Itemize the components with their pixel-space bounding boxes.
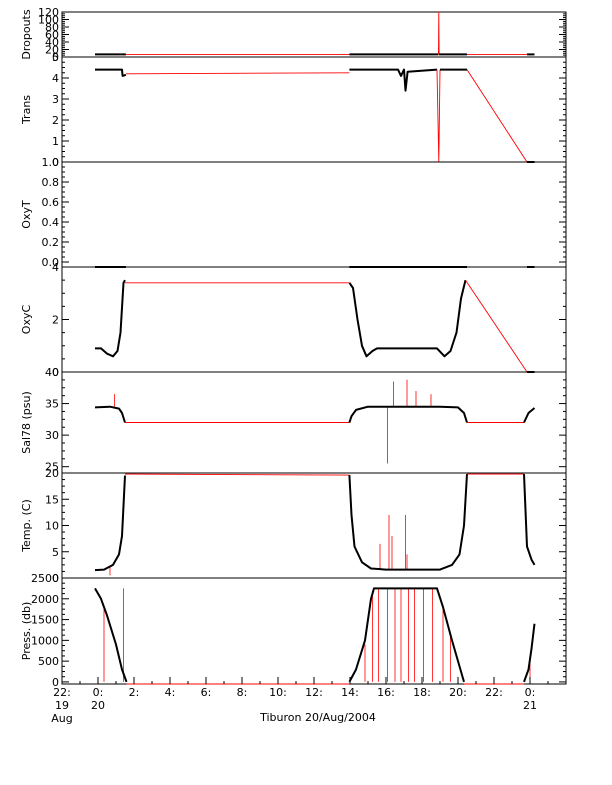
data-trace <box>349 68 438 92</box>
y-tick-label: 0 <box>52 51 59 64</box>
data-trace <box>94 405 126 423</box>
y-tick-label: 60 <box>45 29 59 42</box>
y-axis-label: Sal78 (psu) <box>20 391 33 454</box>
y-tick-label: 20 <box>45 44 59 57</box>
panel-temp-c: 0 5 10 15 20 Temp. (C) <box>20 467 567 585</box>
y-tick-label: 15 <box>45 493 59 506</box>
x-tick-label: 18: <box>413 686 431 699</box>
y-axis-label: OxyC <box>20 305 33 335</box>
y-axis-label: Trans <box>20 95 33 125</box>
footer-title: Tiburon 20/Aug/2004 <box>259 711 376 724</box>
y-tick-label: 0 <box>52 156 59 169</box>
x-tick-label: 6: <box>201 686 212 699</box>
y-tick-label: 0.4 <box>42 216 60 229</box>
x-tick-label: 0: <box>93 686 104 699</box>
data-trace <box>523 407 536 423</box>
data-trace <box>523 623 536 683</box>
y-tick-label: 0.6 <box>42 196 60 209</box>
y-tick-label: 2000 <box>31 593 59 606</box>
x-tick-label: Aug <box>51 712 72 725</box>
data-trace <box>94 587 128 683</box>
y-tick-label: 0.8 <box>42 176 60 189</box>
y-tick-label: 0.0 <box>42 256 60 269</box>
y-tick-label: 500 <box>38 655 59 668</box>
y-tick-label: 2500 <box>31 572 59 585</box>
x-tick-label: 8: <box>237 686 248 699</box>
y-tick-label: 80 <box>45 21 59 34</box>
y-tick-label: 25 <box>45 461 59 474</box>
y-tick-label: 120 <box>38 6 59 19</box>
x-tick-label: 2: <box>129 686 140 699</box>
y-axis-label: Temp. (C) <box>20 499 33 553</box>
y-tick-label: 30 <box>45 429 59 442</box>
data-trace <box>95 279 126 358</box>
x-tick-label: 22: <box>53 686 71 699</box>
panel-sal78-psu: 25 30 35 40 Sal78 (psu) <box>20 366 567 474</box>
y-tick-label: 100 <box>38 14 59 27</box>
y-tick-label: 2 <box>52 114 59 127</box>
y-tick-label: 20 <box>45 467 59 480</box>
y-tick-label: 40 <box>45 36 59 49</box>
panel-frame <box>61 577 567 685</box>
y-tick-label: 5 <box>52 546 59 559</box>
data-trace <box>348 587 465 683</box>
data-trace <box>348 474 468 571</box>
x-tick-label: 4: <box>165 686 176 699</box>
panel-trans: 0 1 2 3 4 5 Trans <box>20 51 567 169</box>
y-tick-label: 3 <box>52 93 59 106</box>
chart-panels: 020406080100120Dropouts012345Trans0.00.2… <box>20 6 567 689</box>
interp-trace <box>125 72 350 75</box>
x-tick-label: 22: <box>485 686 503 699</box>
y-tick-label: 5 <box>52 51 59 64</box>
y-tick-label: 4 <box>52 261 59 274</box>
data-trace <box>348 405 468 423</box>
y-tick-label: 0.2 <box>42 236 60 249</box>
x-tick-label: 20 <box>91 699 105 712</box>
panel-frame <box>61 161 567 268</box>
y-tick-label: 1.0 <box>42 156 60 169</box>
x-tick-label: 14: <box>341 686 359 699</box>
y-tick-label: 40 <box>45 366 59 379</box>
interp-trace <box>438 11 440 55</box>
interp-trace <box>436 69 441 163</box>
interp-trace <box>465 279 528 373</box>
data-trace <box>523 474 536 566</box>
y-axis-label: Press. (db) <box>20 602 33 661</box>
y-tick-label: 4 <box>52 72 59 85</box>
panel-press-db: 0 500 1000 1500 2000 2500 Press. (db) <box>20 572 567 689</box>
interp-trace <box>466 69 528 163</box>
y-tick-label: 0 <box>52 676 59 689</box>
y-tick-label: 0 <box>52 572 59 585</box>
y-tick-label: 1000 <box>31 634 59 647</box>
y-tick-label: 35 <box>45 398 59 411</box>
y-tick-label: 1500 <box>31 614 59 627</box>
x-tick-label: 21 <box>523 699 537 712</box>
x-tick-label: 0: <box>525 686 536 699</box>
y-tick-label: 2 <box>52 314 59 327</box>
y-tick-label: 0 <box>52 366 59 379</box>
data-trace <box>95 68 127 77</box>
x-tick-label: 20: <box>449 686 467 699</box>
data-trace <box>94 475 126 572</box>
y-tick-label: 1 <box>52 135 59 148</box>
x-tick-label: 12: <box>305 686 323 699</box>
x-tick-label: 16: <box>377 686 395 699</box>
y-axis-label: OxyT <box>20 200 33 229</box>
data-trace <box>348 279 467 358</box>
x-tick-label: 19 <box>55 699 69 712</box>
panel-frame <box>61 11 567 58</box>
x-tick-label: 10: <box>269 686 287 699</box>
interp-trace <box>124 473 350 476</box>
panel-frame <box>61 472 567 579</box>
y-axis-label: Dropouts <box>20 9 33 59</box>
panel-oxyc: 0 2 4 OxyC <box>20 261 567 379</box>
y-tick-label: 10 <box>45 520 59 533</box>
panel-oxyt: 0.0 0.2 0.4 0.6 0.8 1.0 OxyT <box>20 156 567 269</box>
